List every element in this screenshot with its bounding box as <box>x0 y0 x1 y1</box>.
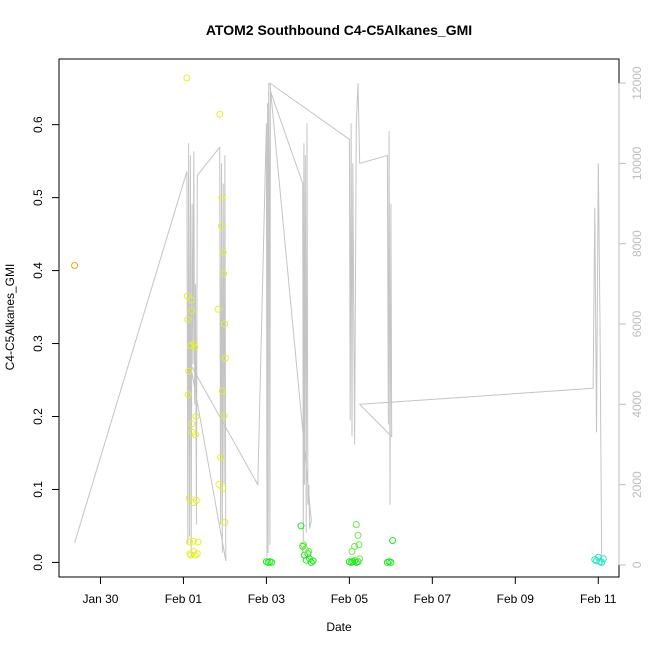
data-point-yellow-35 <box>220 412 228 420</box>
data-point-yellow-24 <box>194 538 202 546</box>
data-point-yellow-5 <box>185 494 193 502</box>
data-point-yellow-4 <box>185 367 193 375</box>
data-point-lime-6 <box>354 531 362 539</box>
data-point-yellow-23 <box>193 550 201 558</box>
data-point-yellow-28 <box>217 453 225 461</box>
data-point-yellow-2 <box>184 316 192 323</box>
y2-tick-label: 12000 <box>630 66 644 100</box>
data-point-lime-2 <box>305 548 313 555</box>
x-axis: Jan 30 Feb 01 Feb 03 Feb 05 Feb 07 Feb 09 Feb … <box>82 576 617 606</box>
secondary-series-line <box>74 82 603 566</box>
data-point-yellow-33 <box>219 248 227 256</box>
data-point-yellow-22 <box>192 496 200 504</box>
y-tick-label: 0.5 <box>31 189 45 206</box>
y-tick-label: 0.2 <box>31 408 45 425</box>
data-point-green-4 <box>297 522 305 530</box>
data-point-cyan-5 <box>599 555 607 563</box>
secondary-line-layer <box>74 82 603 566</box>
x-tick-label: Feb 05 <box>331 592 369 606</box>
data-point-orange-0 <box>71 262 79 269</box>
data-point-yellow-12 <box>188 420 196 428</box>
data-point-yellow-34 <box>220 270 228 277</box>
data-point-green-3 <box>268 558 276 566</box>
data-point-cyan-4 <box>598 558 606 566</box>
data-point-yellow-29 <box>218 222 225 230</box>
data-point-yellow-17 <box>190 340 198 347</box>
y-tick-label: 0.3 <box>31 335 45 352</box>
y-axis: 0.0 0.1 0.2 0.3 0.4 0.5 0.6 <box>31 116 60 571</box>
data-point-yellow-31 <box>218 387 226 395</box>
data-point-yellow-8 <box>186 342 194 350</box>
y2-tick-label: 0 <box>630 561 644 568</box>
data-point-yellow-16 <box>190 548 198 555</box>
y-tick-label: 0.1 <box>31 481 45 498</box>
y2-axis-right: 0 2000 4000 6000 8000 10000 12000 <box>618 66 644 568</box>
x-tick-label: Feb 01 <box>165 592 203 606</box>
y-axis-label: C4-C5Alkanes_GMI <box>3 264 17 371</box>
y2-tick-label: 8000 <box>630 230 644 257</box>
y-tick-label: 0.6 <box>31 116 45 133</box>
data-point-cyan-2 <box>594 553 602 561</box>
data-point-yellow-1 <box>183 292 191 300</box>
chart-title: ATOM2 Southbound C4-C5Alkanes_GMI <box>206 22 472 38</box>
data-point-yellow-18 <box>191 343 199 351</box>
data-point-yellow-3 <box>184 391 192 399</box>
data-point-yellow-15 <box>189 537 197 545</box>
data-point-yellow-25 <box>214 305 222 313</box>
data-point-lime-8 <box>356 555 364 563</box>
y2-tick-label: 10000 <box>630 146 644 180</box>
data-point-yellow-11 <box>188 307 196 315</box>
data-point-green-9 <box>306 555 314 563</box>
data-point-yellow-20 <box>192 431 199 439</box>
data-point-green-21 <box>389 537 397 544</box>
data-point-yellow-26 <box>215 480 223 488</box>
data-point-yellow-36 <box>221 320 228 328</box>
data-point-yellow-0 <box>183 74 191 82</box>
data-point-green-11 <box>309 557 317 565</box>
y2-tick-label: 6000 <box>630 310 644 337</box>
data-point-lime-5 <box>352 521 360 528</box>
data-point-yellow-37 <box>221 518 229 526</box>
data-point-lime-0 <box>300 541 308 549</box>
data-point-yellow-30 <box>218 194 226 202</box>
y2-tick-label: 2000 <box>630 471 644 498</box>
data-point-yellow-7 <box>186 550 194 558</box>
x-axis-label: Date <box>326 620 352 634</box>
points-layer <box>71 74 607 566</box>
x-tick-label: Feb 09 <box>497 592 535 606</box>
x-tick-label: Feb 07 <box>414 592 452 606</box>
x-tick-label: Feb 03 <box>248 592 286 606</box>
data-point-yellow-32 <box>219 485 227 493</box>
data-point-yellow-21 <box>192 413 200 420</box>
y-tick-label: 0.4 <box>31 262 45 279</box>
data-point-green-20 <box>387 558 395 566</box>
data-point-green-10 <box>307 558 315 566</box>
data-point-yellow-6 <box>186 538 193 546</box>
data-point-yellow-10 <box>187 296 195 304</box>
data-point-yellow-27 <box>216 110 224 118</box>
data-point-lime-7 <box>355 541 363 549</box>
y2-tick-label: 4000 <box>630 391 644 418</box>
y-tick-label: 0.0 <box>31 554 45 571</box>
data-point-lime-1 <box>301 545 309 553</box>
x-tick-label: Feb 11 <box>580 592 617 606</box>
data-point-yellow-38 <box>221 354 229 362</box>
x-tick-label: Jan 30 <box>82 592 118 606</box>
data-point-lime-4 <box>351 542 359 550</box>
